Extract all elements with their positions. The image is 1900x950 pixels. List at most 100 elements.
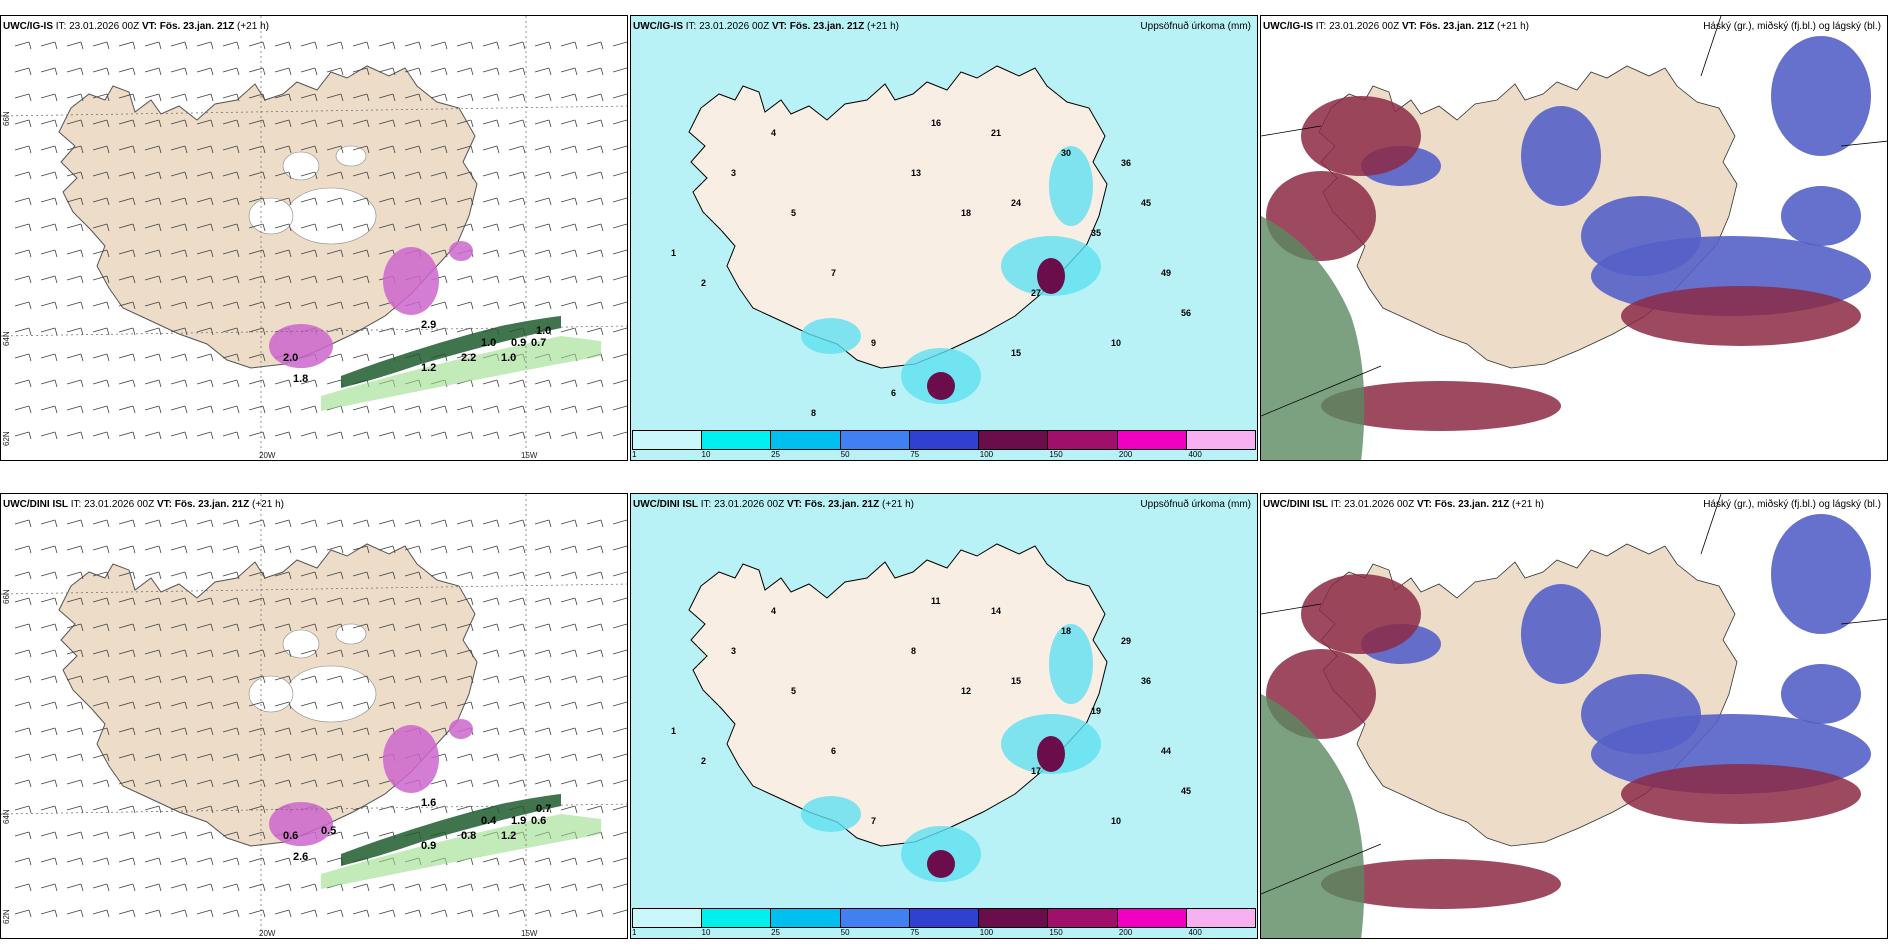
precip-colorbar bbox=[632, 430, 1256, 450]
cloud-low bbox=[1261, 694, 1365, 938]
precip-value-label: 1 bbox=[671, 248, 676, 258]
precip-value-label: 8 bbox=[911, 646, 916, 656]
colorbar-segment bbox=[1048, 431, 1118, 449]
colorbar-label: 10 bbox=[701, 450, 711, 459]
precip-value-label: 5 bbox=[791, 208, 796, 218]
colorbar-segment bbox=[633, 431, 703, 449]
latitude-label: 62N bbox=[2, 909, 11, 924]
cloud-high bbox=[1621, 764, 1861, 824]
precip-value-label: 0.4 bbox=[481, 815, 497, 827]
precip-value-label: 45 bbox=[1181, 786, 1191, 796]
colorbar-segment bbox=[633, 909, 703, 927]
precip-value-label: 0.7 bbox=[531, 337, 546, 349]
valid-time: VT: Fös. 23.jan. 21Z bbox=[1401, 21, 1495, 32]
colorbar-segment bbox=[771, 431, 841, 449]
cloud-mid bbox=[1581, 674, 1701, 754]
precip-blob bbox=[383, 247, 439, 315]
precip-value-label: 1.9 bbox=[511, 815, 526, 827]
precip-blob bbox=[383, 725, 439, 793]
glacier-patch bbox=[335, 623, 367, 645]
colorbar-labels: 1 10 25 50 75 100 150 200 400 bbox=[632, 928, 1256, 938]
init-time: IT: 23.01.2026 00Z bbox=[683, 21, 772, 32]
panel-header: UWC/DINI ISL IT: 23.01.2026 00Z VT: Fös.… bbox=[1263, 499, 1544, 510]
precip-value-label: 1 bbox=[671, 726, 676, 736]
panel-header: UWC/IG-IS IT: 23.01.2026 00Z VT: Fös. 23… bbox=[3, 21, 269, 32]
field-title: Háský (gr.), miðský (fj.bl.) og lágský (… bbox=[1703, 499, 1881, 510]
glacier-patch bbox=[282, 629, 320, 659]
valid-time: VT: Fös. 23.jan. 21Z bbox=[156, 499, 250, 510]
precip-value-label: 27 bbox=[1031, 288, 1041, 298]
map-panel-cloud: UWC/IG-IS IT: 23.01.2026 00Z VT: Fös. 23… bbox=[1260, 15, 1888, 461]
precip-value-label: 13 bbox=[911, 168, 921, 178]
field-title: Uppsöfnuð úrkoma (mm) bbox=[1140, 21, 1251, 32]
model-name: UWC/DINI ISL bbox=[3, 499, 68, 510]
precip-value-label: 15 bbox=[1011, 348, 1021, 358]
precip-value-label: 36 bbox=[1121, 158, 1131, 168]
colorbar-label: 400 bbox=[1188, 928, 1202, 937]
model-name: UWC/DINI ISL bbox=[633, 499, 698, 510]
colorbar-segment bbox=[771, 909, 841, 927]
precip-value-label: 0.7 bbox=[536, 803, 551, 815]
cloud-high bbox=[1621, 286, 1861, 346]
panel-header: UWC/IG-IS IT: 23.01.2026 00Z VT: Fös. 23… bbox=[1263, 21, 1529, 32]
longitude-label: 15W bbox=[521, 929, 538, 938]
precip-value-label: 29 bbox=[1121, 636, 1131, 646]
colorbar-label: 200 bbox=[1118, 450, 1133, 459]
valid-time: VT: Fös. 23.jan. 21Z bbox=[141, 21, 235, 32]
lead-time: (+21 h) bbox=[879, 499, 914, 510]
longitude-label: 15W bbox=[521, 451, 538, 460]
cloud-high bbox=[1321, 381, 1561, 431]
colorbar-label: 100 bbox=[979, 928, 994, 937]
precip-value-label: 0.9 bbox=[421, 840, 436, 852]
precip-value-label: 0.8 bbox=[461, 830, 476, 842]
latitude-label: 62N bbox=[2, 431, 11, 446]
cloud-mid bbox=[1521, 584, 1601, 684]
precip-value-label: 1.2 bbox=[421, 362, 436, 374]
precip-value-label: 7 bbox=[831, 268, 836, 278]
colorbar-label: 200 bbox=[1118, 928, 1133, 937]
precip-value-label: 36 bbox=[1141, 676, 1151, 686]
land-area bbox=[688, 65, 1108, 369]
colorbar-label: 25 bbox=[771, 450, 781, 459]
colorbar-label: 100 bbox=[979, 450, 994, 459]
map-canvas bbox=[1261, 16, 1887, 460]
precip-value-label: 6 bbox=[891, 388, 896, 398]
precip-value-label: 2.9 bbox=[421, 319, 436, 331]
precip-value-label: 44 bbox=[1161, 746, 1171, 756]
latitude-label: 66N bbox=[2, 111, 11, 126]
colorbar-label: 75 bbox=[910, 928, 920, 937]
valid-time: VT: Fös. 23.jan. 21Z bbox=[786, 499, 880, 510]
precip-value-label: 11 bbox=[931, 596, 941, 606]
precip-value-label: 24 bbox=[1011, 198, 1021, 208]
colorbar-label: 75 bbox=[910, 450, 920, 459]
precip-band bbox=[341, 794, 561, 866]
precip-value-label: 4 bbox=[771, 128, 776, 138]
glacier-patch bbox=[335, 145, 367, 167]
precip-colorbar bbox=[632, 908, 1256, 928]
colorbar-segment bbox=[1186, 909, 1255, 927]
precip-band-light bbox=[321, 814, 601, 889]
field-title: Uppsöfnuð úrkoma (mm) bbox=[1140, 499, 1251, 510]
glacier-patch bbox=[248, 197, 294, 235]
precip-blob bbox=[449, 241, 473, 261]
precip-value-label: 2 bbox=[701, 278, 706, 288]
precip-value-label: 1.0 bbox=[536, 325, 551, 337]
colorbar-label: 50 bbox=[840, 928, 850, 937]
precip-value-label: 3 bbox=[731, 646, 736, 656]
precip-value-label: 8 bbox=[811, 408, 816, 418]
cloud-low bbox=[1261, 216, 1365, 460]
cloud-mid bbox=[1781, 664, 1861, 724]
colorbar-label: 400 bbox=[1188, 450, 1202, 459]
cloud-high bbox=[1301, 96, 1421, 176]
precip-band-light bbox=[321, 336, 601, 411]
lead-time: (+21 h) bbox=[249, 499, 284, 510]
init-time: IT: 23.01.2026 00Z bbox=[1313, 21, 1402, 32]
precip-area bbox=[801, 796, 861, 832]
precip-value-label: 45 bbox=[1141, 198, 1151, 208]
colorbar-segment bbox=[1048, 909, 1118, 927]
map-panel-cloud: UWC/DINI ISL IT: 23.01.2026 00Z VT: Fös.… bbox=[1260, 493, 1888, 939]
precip-value-label: 2 bbox=[701, 756, 706, 766]
precip-max bbox=[1037, 258, 1065, 294]
cloud-mid bbox=[1521, 106, 1601, 206]
